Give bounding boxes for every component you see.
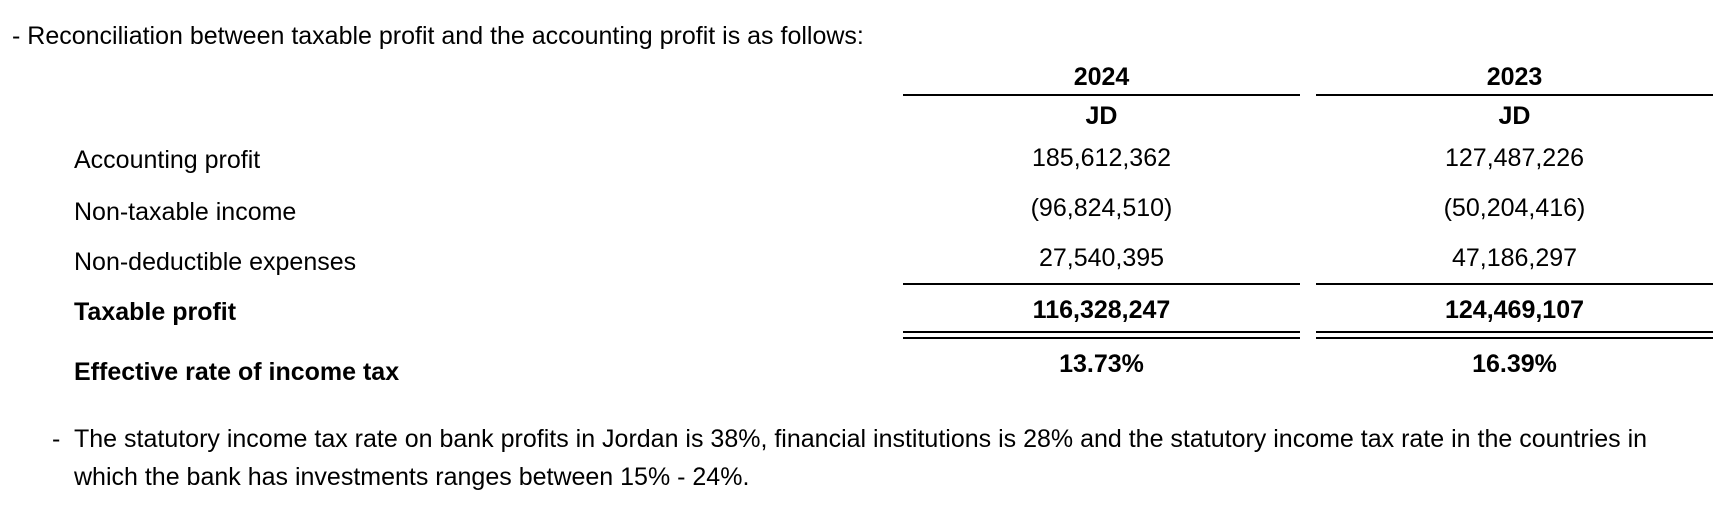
value-effective-tax-rate-2023: 16.39% <box>1472 350 1557 378</box>
row-label-accounting-profit: Accounting profit <box>74 146 261 174</box>
value-non-taxable-income-2023: (50,204,416) <box>1443 194 1586 222</box>
total-double-rule-2024 <box>903 331 1300 339</box>
subtotal-rule-2023 <box>1316 283 1713 285</box>
value-non-deductible-expenses-2024: 27,540,395 <box>1038 244 1165 272</box>
value-taxable-profit-2023: 124,469,107 <box>1444 296 1585 324</box>
total-double-rule-2023 <box>1316 331 1713 339</box>
row-label-non-deductible-expenses: Non-deductible expenses <box>74 248 357 276</box>
value-non-taxable-income-2024: (96,824,510) <box>1030 194 1173 222</box>
row-label-taxable-profit: Taxable profit <box>74 298 237 326</box>
value-effective-tax-rate-2024: 13.73% <box>1059 350 1144 378</box>
column-header-unit-2023: JD <box>1498 102 1531 130</box>
column-header-year-2024: 2024 <box>903 60 1300 96</box>
note-text: The statutory income tax rate on bank pr… <box>74 425 1648 491</box>
row-label-effective-tax-rate: Effective rate of income tax <box>74 358 400 386</box>
value-accounting-profit-2024: 185,612,362 <box>1031 144 1172 172</box>
statutory-rate-note: - The statutory income tax rate on bank … <box>52 420 1692 496</box>
row-label-non-taxable-income: Non-taxable income <box>74 198 297 226</box>
column-header-unit-2024: JD <box>1085 102 1118 130</box>
value-non-deductible-expenses-2023: 47,186,297 <box>1451 244 1578 272</box>
value-accounting-profit-2023: 127,487,226 <box>1444 144 1585 172</box>
note-bullet: - <box>52 425 61 453</box>
subtotal-rule-2024 <box>903 283 1300 285</box>
column-header-year-2023: 2023 <box>1316 60 1713 96</box>
value-taxable-profit-2024: 116,328,247 <box>1032 296 1171 324</box>
intro-text: - Reconciliation between taxable profit … <box>12 22 864 50</box>
